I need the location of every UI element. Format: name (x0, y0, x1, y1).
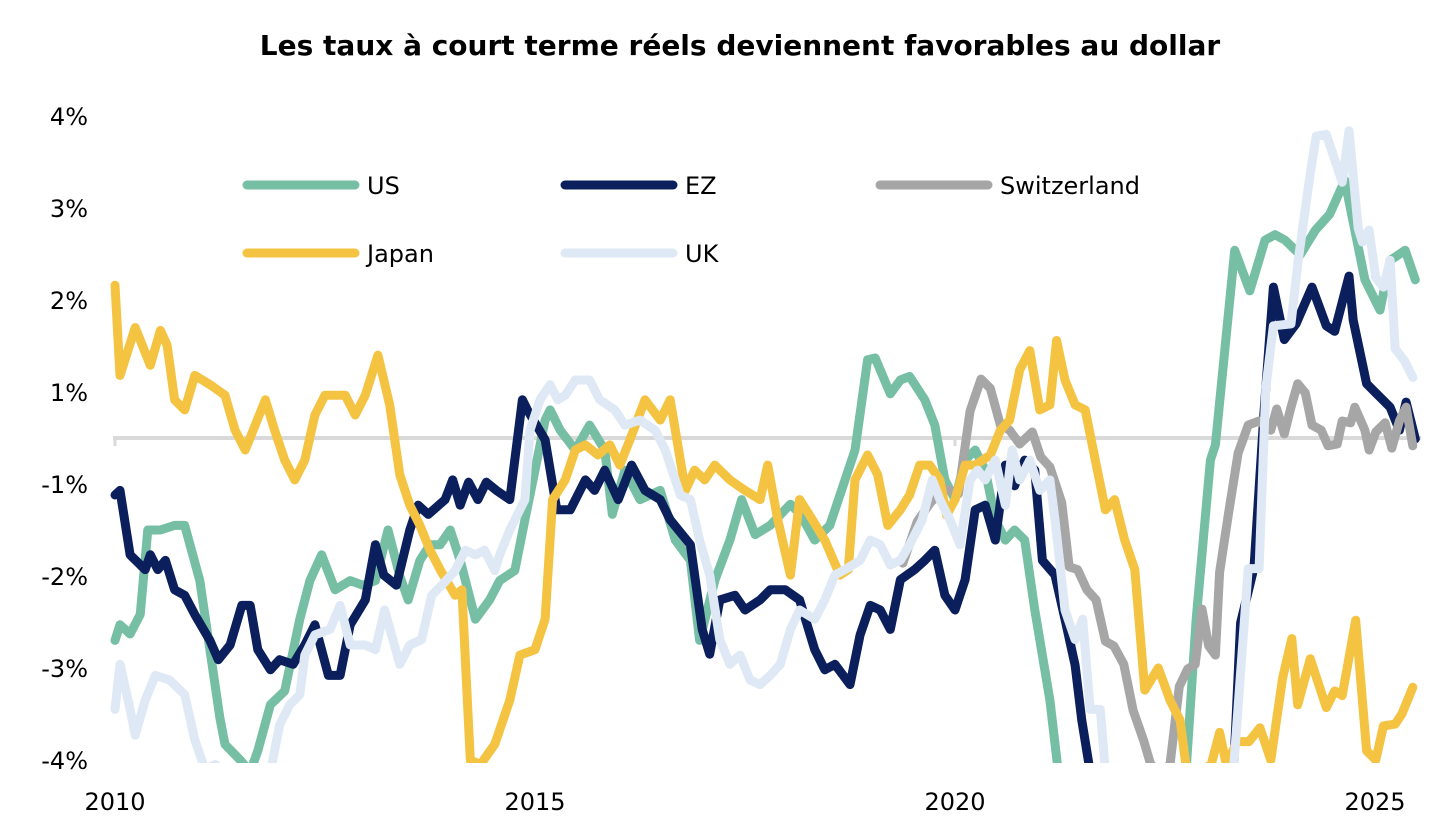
y-tick-label: -4% (41, 747, 88, 775)
legend-item-ez: EZ (560, 172, 717, 200)
legend-item-switzerland: Switzerland (875, 172, 1140, 200)
x-tick-label: 2025 (1344, 788, 1405, 816)
legend-item-us: US (242, 172, 400, 200)
legend-label: US (367, 172, 400, 200)
y-tick-label: 3% (50, 195, 88, 223)
series-line-uk (110, 126, 1418, 763)
zero-line (113, 436, 1422, 446)
x-axis: 2010 2015 2020 2025 (84, 788, 1405, 816)
legend: US EZ Switzerland Japan UK (242, 172, 1140, 268)
series-lines (110, 126, 1420, 763)
series-line-us (110, 175, 1420, 763)
y-tick-label: 2% (50, 287, 88, 315)
chart-title: Les taux à court terme réels deviennent … (260, 29, 1221, 62)
x-tick-label: 2020 (924, 788, 985, 816)
y-tick-label: 1% (50, 379, 88, 407)
legend-item-uk: UK (560, 240, 720, 268)
legend-label: Japan (365, 240, 434, 268)
series-line-japan (110, 280, 1418, 763)
legend-label: UK (685, 240, 720, 268)
legend-label: EZ (685, 172, 717, 200)
y-tick-label: 4% (50, 103, 88, 131)
x-tick-label: 2010 (84, 788, 145, 816)
x-tick-label: 2015 (504, 788, 565, 816)
y-tick-label: -3% (41, 655, 88, 683)
legend-label: Switzerland (1000, 172, 1140, 200)
legend-item-japan: Japan (242, 240, 434, 268)
y-tick-label: -1% (41, 471, 88, 499)
y-axis: 4% 3% 2% 1% -1% -2% -3% -4% (41, 103, 88, 775)
series-line-switzerland (898, 374, 1418, 763)
y-tick-label: -2% (41, 563, 88, 591)
